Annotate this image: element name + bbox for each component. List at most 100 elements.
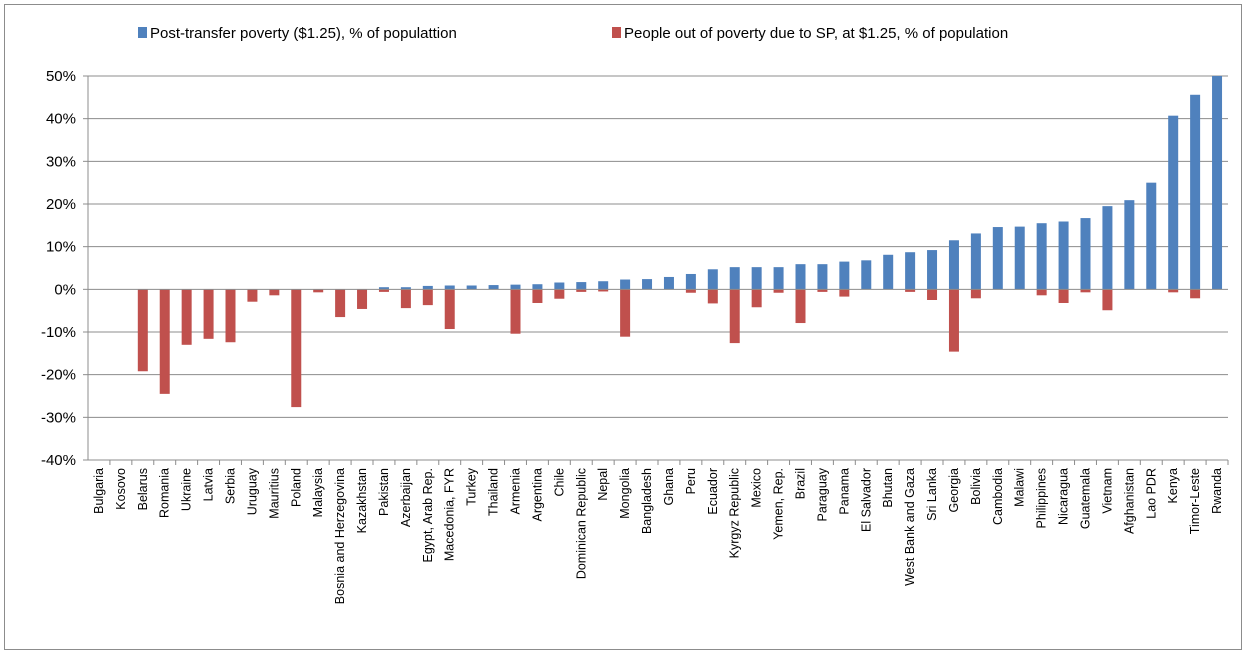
bar-out-of-poverty [948,289,959,352]
category-label: Nepal [596,468,610,501]
y-tick-label: 40% [46,111,76,128]
y-tick-label: -40% [41,452,76,469]
bar-out-of-poverty [1102,289,1113,311]
category-label: Georgia [947,468,961,513]
bar-out-of-poverty [970,289,981,299]
category-label: Yemen, Rep. [772,468,786,540]
category-label: West Bank and Gaza [903,468,917,586]
category-label: Kyrgyz Republic [728,468,742,558]
bar-post-transfer-poverty [400,287,411,290]
category-label: Turkey [465,467,479,505]
legend: Post-transfer poverty ($1.25), % of popu… [138,25,1008,42]
bar-out-of-poverty [159,289,170,394]
category-label: Rwanda [1210,468,1224,514]
category-label: Latvia [202,468,216,501]
bar-post-transfer-poverty [488,285,499,290]
bar-out-of-poverty [905,289,916,292]
bar-out-of-poverty [532,289,543,303]
category-label: Ukraine [180,468,194,511]
bar-post-transfer-poverty [795,264,806,290]
y-tick-label: 30% [46,153,76,170]
bar-post-transfer-poverty [510,284,521,290]
category-label: Bosnia and Herzegovina [333,468,347,604]
bar-out-of-poverty [335,289,346,318]
bar-out-of-poverty [291,289,302,408]
category-label: Chile [552,468,566,497]
bar-post-transfer-poverty [1080,218,1091,290]
bar-out-of-poverty [181,289,192,345]
category-label: Panama [837,468,851,515]
category-label: Mongolia [618,468,632,519]
bar-post-transfer-poverty [861,260,872,290]
bar-post-transfer-poverty [992,227,1003,290]
bar-out-of-poverty [444,289,455,330]
bar-post-transfer-poverty [905,252,916,290]
bar-post-transfer-poverty [1146,182,1157,290]
category-label: Nicaragua [1057,468,1071,525]
category-label: Serbia [224,468,238,504]
category-label: Mexico [750,468,764,508]
category-label: Afghanistan [1122,468,1136,534]
bar-out-of-poverty [927,289,938,300]
category-label: Ghana [662,468,676,506]
category-label: Ecuador [706,468,720,515]
bar-post-transfer-poverty [1212,76,1223,290]
bar-out-of-poverty [1168,289,1179,293]
bar-out-of-poverty [554,289,565,299]
legend-swatch [138,27,147,38]
category-label: Bolivia [969,468,983,505]
bar-out-of-poverty [137,289,148,372]
bar-post-transfer-poverty [532,284,543,290]
bar-post-transfer-poverty [751,267,762,290]
category-label: Uruguay [245,467,259,515]
category-label: Argentina [530,468,544,522]
bar-out-of-poverty [357,289,368,309]
bar-post-transfer-poverty [598,281,609,290]
category-label: Azerbaijan [399,468,413,527]
legend-label: People out of poverty due to SP, at $1.2… [624,25,1008,42]
category-label: Kenya [1166,468,1180,503]
category-label: Poland [289,468,303,507]
bar-post-transfer-poverty [927,250,938,290]
category-label: Malaysia [311,468,325,517]
category-label: Egypt, Arab Rep. [421,468,435,563]
category-label: Belarus [136,468,150,510]
y-tick-label: 10% [46,239,76,256]
bar-out-of-poverty [1190,289,1201,299]
category-label: Cambodia [991,468,1005,525]
category-label: Kazakhstan [355,468,369,533]
bar-out-of-poverty [1036,289,1047,296]
y-tick-label: -10% [41,324,76,341]
bar-out-of-poverty [510,289,521,334]
category-label: Malawi [1013,468,1027,507]
bar-post-transfer-poverty [685,273,696,290]
bar-out-of-poverty [422,289,433,306]
category-label: Pakistan [377,468,391,516]
category-label: Thailand [487,468,501,516]
bar-out-of-poverty [225,289,236,343]
bar-post-transfer-poverty [642,279,653,290]
bar-post-transfer-poverty [620,279,631,290]
bar-out-of-poverty [795,289,806,324]
category-label: Guatemala [1079,468,1093,529]
bar-post-transfer-poverty [1058,221,1069,290]
bar-post-transfer-poverty [948,240,959,290]
bar-out-of-poverty [576,289,587,292]
legend-swatch [612,27,621,38]
bar-post-transfer-poverty [970,233,981,290]
category-label: Sri Lanka [925,468,939,521]
category-label: Paraguay [815,467,829,521]
category-label: Bhutan [881,468,895,508]
grid-layer [88,75,1228,461]
bar-out-of-poverty [247,289,258,302]
category-label: Vietnam [1100,468,1114,514]
bar-out-of-poverty [685,289,696,293]
category-label: Lao PDR [1144,468,1158,519]
bar-out-of-poverty [1058,289,1069,303]
bar-post-transfer-poverty [773,267,784,290]
category-label: Brazil [794,468,808,499]
bar-post-transfer-poverty [422,285,433,290]
bar-post-transfer-poverty [883,254,894,290]
y-tick-label: -30% [41,409,76,426]
